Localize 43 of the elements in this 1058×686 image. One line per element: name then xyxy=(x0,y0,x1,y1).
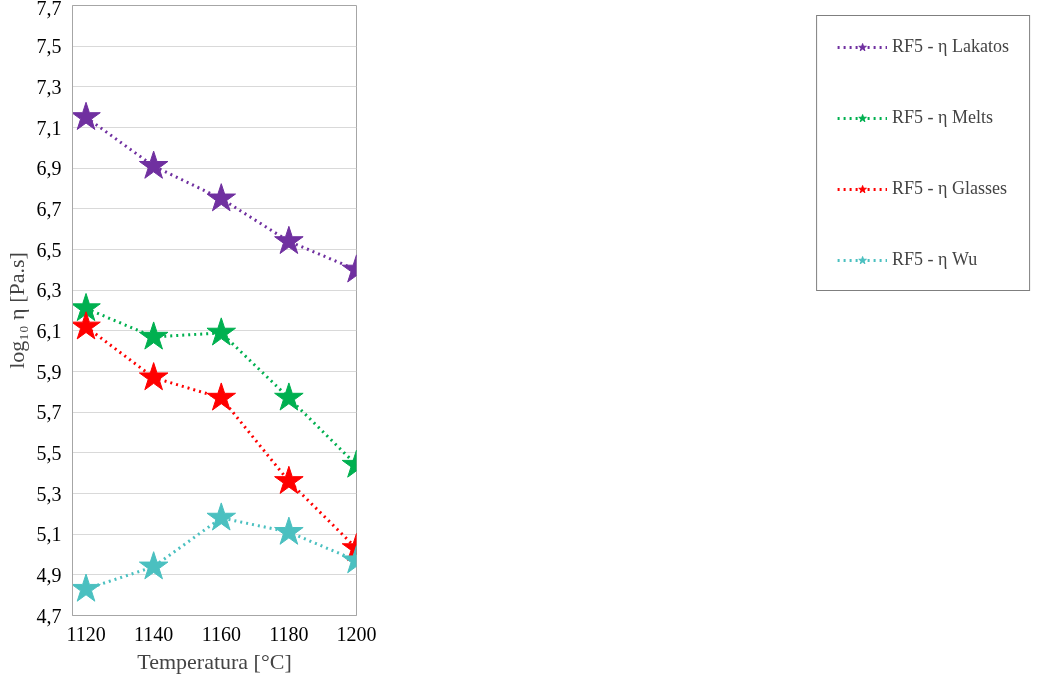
point xyxy=(206,183,237,212)
y-tick-label: 5,7 xyxy=(36,401,62,424)
point xyxy=(72,101,101,130)
x-axis-title: Temperatura [°C] xyxy=(137,648,292,674)
y-tick-label: 6,7 xyxy=(36,197,62,220)
point xyxy=(138,321,169,350)
point xyxy=(72,311,101,340)
y-tick-label: 6,1 xyxy=(36,319,62,342)
x-tick-label: 1140 xyxy=(134,622,174,645)
x-tick-label: 1180 xyxy=(269,622,309,645)
legend-label: RF5 - η Glasses xyxy=(892,178,1008,199)
point xyxy=(72,573,101,602)
legend-label: RF5 - η Wu xyxy=(892,249,978,270)
point xyxy=(72,292,101,322)
y-tick-label: 7,3 xyxy=(36,75,62,98)
y-tick-label: 5,5 xyxy=(36,441,62,464)
y-tick-label: 5,3 xyxy=(36,482,62,505)
y-tick-label: 7,7 xyxy=(36,0,62,19)
y-tick-label: 6,3 xyxy=(36,279,62,302)
y-tick-label: 7,5 xyxy=(36,35,62,58)
point xyxy=(274,382,304,411)
y-tick-label: 5,1 xyxy=(36,523,62,546)
point xyxy=(138,362,169,391)
x-tick-label: 1120 xyxy=(66,622,106,645)
y-tick-label: 6,9 xyxy=(36,157,62,180)
point xyxy=(274,516,304,545)
point xyxy=(206,502,237,531)
y-axis-title: log₁₀ η [Pa.s] xyxy=(3,252,29,369)
y-tick-label: 4,9 xyxy=(36,563,62,586)
legend-label: RF5 - η Lakatos xyxy=(892,36,1009,57)
point xyxy=(206,382,237,411)
x-tick-label: 1200 xyxy=(336,622,377,645)
point xyxy=(206,317,237,346)
point xyxy=(274,225,304,254)
point xyxy=(138,551,169,580)
point xyxy=(138,150,169,179)
y-tick-label: 7,1 xyxy=(36,116,62,139)
y-tick-label: 5,9 xyxy=(36,360,62,383)
x-tick-label: 1160 xyxy=(201,622,241,645)
y-tick-label: 6,5 xyxy=(36,238,62,261)
point xyxy=(274,465,304,494)
y-tick-label: 4,7 xyxy=(36,604,62,627)
legend-label: RF5 - η Melts xyxy=(892,107,994,128)
